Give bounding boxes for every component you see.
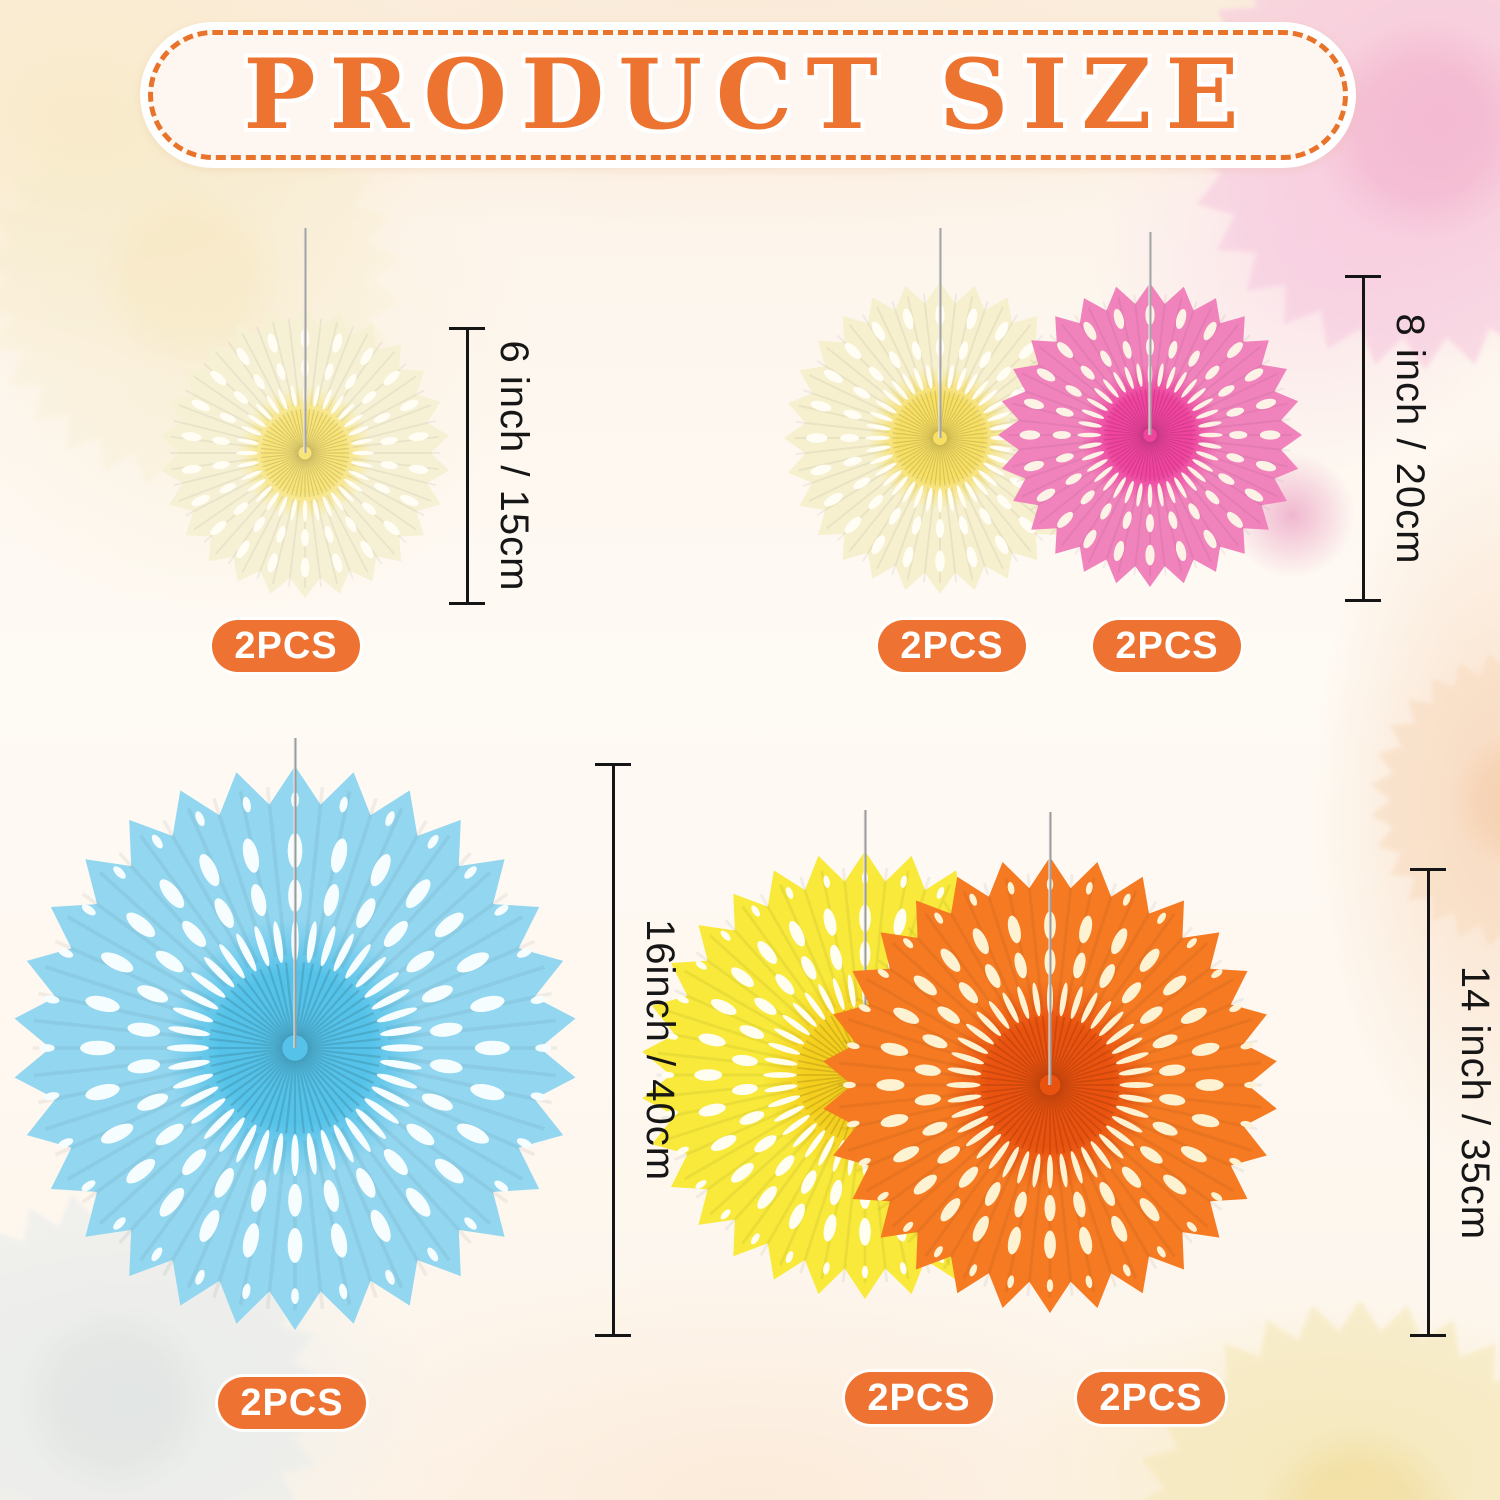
badge-2pcs-pink-medium: 2PCS [1093,620,1241,672]
measurement-line [611,763,615,1337]
measurement-label-8-inch: 8 inch / 20cm [1388,313,1432,564]
measurement-14-inch: 14 inch / 35cm [1410,868,1497,1337]
badge-2pcs-orange-large: 2PCS [1077,1372,1225,1424]
badge-2pcs-cream-medium: 2PCS [878,620,1026,672]
title-dashed-border: PRODUCT SIZE [148,30,1348,160]
measurement-line [1426,868,1430,1337]
measurement-label-16-inch: 16inch / 40cm [638,918,682,1182]
measurement-line [1361,275,1365,602]
measurement-label-6-inch: 6 inch / 15cm [492,340,536,592]
badge-2pcs-blue-large: 2PCS [218,1377,366,1429]
page-title: PRODUCT SIZE [243,38,1253,151]
badge-2pcs-yellow-large: 2PCS [845,1372,993,1424]
measurement-line [465,327,469,605]
measurement-8-inch: 8 inch / 20cm [1345,275,1432,602]
badge-2pcs-cream-small: 2PCS [212,620,360,672]
title-banner: PRODUCT SIZE [140,22,1356,168]
measurement-label-14-inch: 14 inch / 35cm [1453,965,1497,1240]
measurement-16-inch: 16inch / 40cm [595,763,682,1337]
measurement-6-inch: 6 inch / 15cm [449,327,536,605]
